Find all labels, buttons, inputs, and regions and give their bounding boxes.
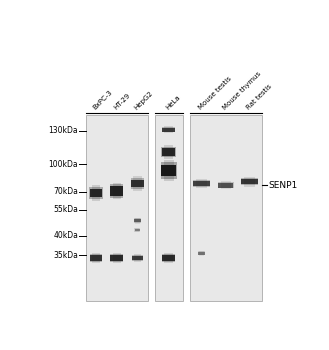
Bar <box>135 229 140 231</box>
Bar <box>136 228 139 232</box>
Bar <box>193 180 210 187</box>
Bar <box>110 184 123 197</box>
Bar <box>193 181 210 186</box>
Bar <box>164 253 173 263</box>
Bar <box>198 252 205 255</box>
Bar <box>90 189 102 197</box>
Bar <box>218 182 234 189</box>
Text: 40kDa: 40kDa <box>53 231 78 240</box>
Text: 55kDa: 55kDa <box>53 205 78 214</box>
Bar <box>196 179 207 188</box>
Bar <box>90 256 102 260</box>
Bar <box>110 254 123 262</box>
Bar <box>190 115 262 301</box>
Bar <box>161 162 177 179</box>
Bar <box>131 178 144 189</box>
Bar <box>162 127 175 132</box>
Bar <box>244 177 255 187</box>
Bar <box>131 180 144 188</box>
Bar <box>241 178 259 186</box>
Bar <box>133 176 141 191</box>
Bar <box>161 165 176 176</box>
Bar <box>89 187 103 199</box>
Text: HepG2: HepG2 <box>133 90 154 111</box>
Bar <box>162 148 175 155</box>
Bar <box>162 254 175 262</box>
Text: 100kDa: 100kDa <box>48 160 78 169</box>
Text: 70kDa: 70kDa <box>53 188 78 196</box>
Bar <box>132 256 143 260</box>
Bar <box>86 115 148 301</box>
Bar <box>155 115 183 301</box>
Bar <box>164 160 174 181</box>
Bar <box>199 251 204 256</box>
Text: Mouse testis: Mouse testis <box>197 76 233 111</box>
Text: 35kDa: 35kDa <box>53 251 78 260</box>
Bar <box>134 218 141 223</box>
Bar <box>162 256 175 260</box>
Bar <box>90 254 102 262</box>
Bar <box>162 128 175 132</box>
Text: Rat testis: Rat testis <box>245 83 273 111</box>
Bar <box>218 183 233 188</box>
Bar <box>164 126 173 133</box>
Bar <box>135 218 140 224</box>
Bar <box>134 254 141 262</box>
Bar <box>113 252 121 264</box>
Text: HT-29: HT-29 <box>113 92 131 111</box>
Bar <box>134 229 140 232</box>
Bar <box>134 219 141 222</box>
Text: SENP1: SENP1 <box>268 181 297 190</box>
Text: Mouse thymus: Mouse thymus <box>221 70 262 111</box>
Text: HeLa: HeLa <box>164 94 181 111</box>
Text: 130kDa: 130kDa <box>48 126 78 135</box>
Bar <box>198 251 205 256</box>
Bar <box>92 185 100 201</box>
Bar <box>111 187 123 196</box>
Bar <box>161 147 176 157</box>
Bar <box>132 255 143 261</box>
Bar <box>241 179 258 184</box>
Bar <box>111 255 123 261</box>
Bar <box>221 181 231 189</box>
Bar <box>113 183 121 200</box>
Bar <box>92 253 100 263</box>
Bar <box>164 145 173 159</box>
Text: BxPC-3: BxPC-3 <box>92 89 114 111</box>
